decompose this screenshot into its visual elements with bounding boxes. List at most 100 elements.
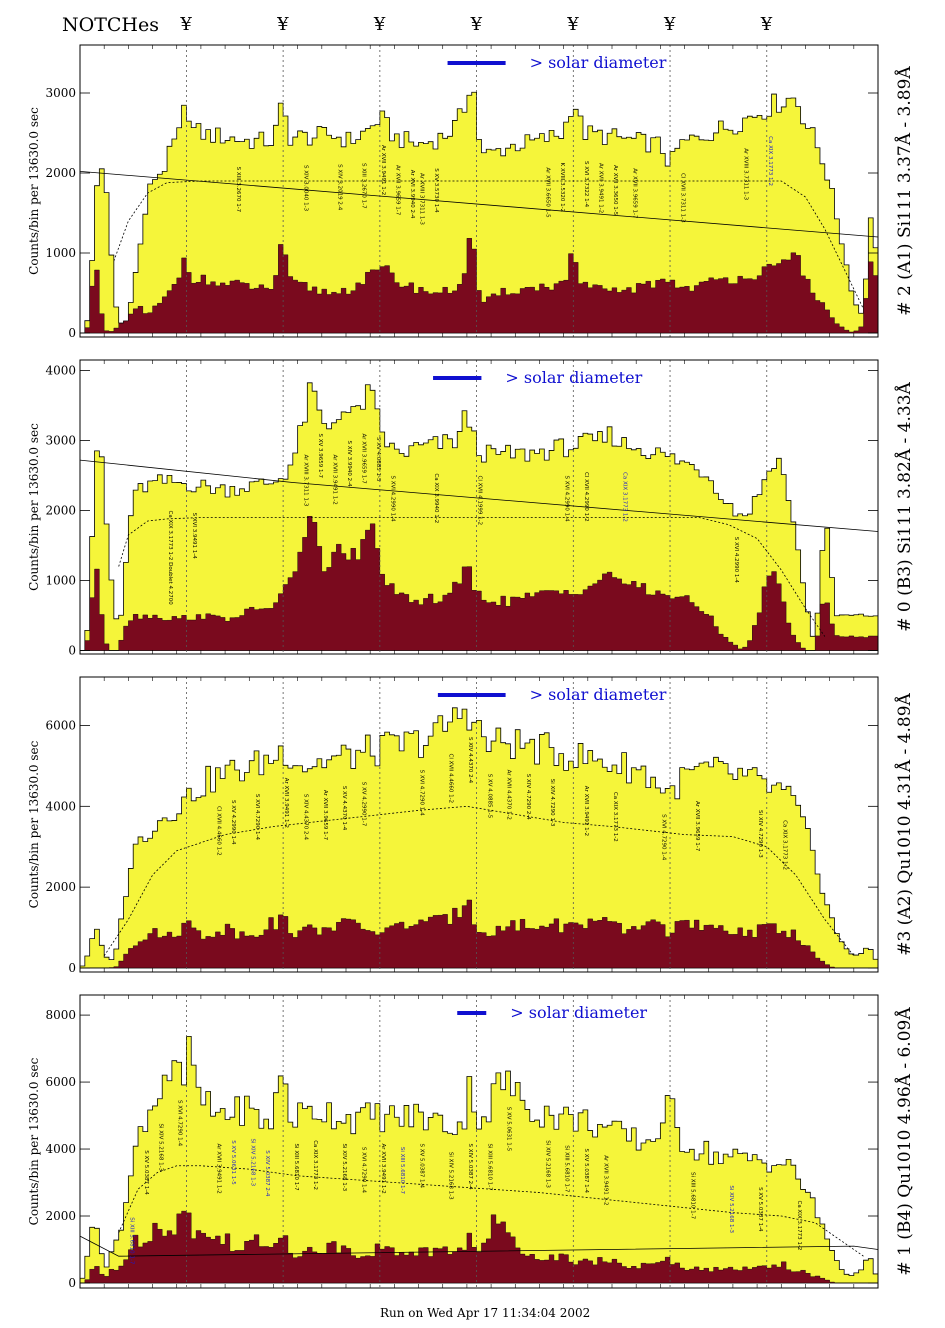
y-tick-label: 2000 <box>45 166 76 180</box>
continuum-line <box>79 1235 879 1257</box>
spectral-line-label: Cl XVII 4.2990 1-2 <box>583 472 589 522</box>
run-timestamp-footer: Run on Wed Apr 17 11:34:04 2002 <box>380 1306 591 1320</box>
continuum-line <box>79 459 879 532</box>
spectral-line-label: Ar XVII 3.9659 1-7 <box>694 801 700 852</box>
background-counts-histogram <box>80 1210 878 1284</box>
spectral-line-label: Si XIV 5.2168 1-3 <box>448 1152 454 1200</box>
spectral-line-label: K XVIII 3.5320 1-2 <box>559 163 565 212</box>
spectral-line-label: Ar XVII 3.6650 1-5 <box>544 167 550 218</box>
spectral-line-label: Ca XIX 3.1773 1-2 Doublet 4.2700 <box>167 511 173 606</box>
y-tick-label: 4000 <box>45 799 76 813</box>
spectral-line-label: Ar XVII 3.9491 1-2 <box>331 455 337 505</box>
solar-diameter-annotation: > solar diameter <box>530 685 667 704</box>
spectral-line-label: Ar XVIII 3.7311 1-3 <box>743 148 749 200</box>
notch-marker: ¥ <box>373 14 386 35</box>
panel-frame <box>79 44 879 338</box>
spectral-line-label: S XVI 4.2990 1-4 <box>564 476 570 523</box>
total-counts-histogram <box>79 707 879 969</box>
spectral-line-label: Ca XIX 3.1773 1-2 <box>796 1200 802 1250</box>
spectral-line-label: S XV 5.0631 1-5 <box>230 1140 236 1185</box>
spectral-line-label: S XV 4.2990 1-7 <box>361 782 367 827</box>
spectral-line-label: Ca XIX 3.1773 1-2 <box>622 472 628 522</box>
spectral-line-label: Ar XVII 3.9659 1-7 <box>394 165 400 216</box>
solar-diameter-annotation: > solar diameter <box>530 53 667 72</box>
spectral-line-label: S XV 4.4370 1-4 <box>341 786 347 831</box>
continuum-line <box>79 171 879 238</box>
detector-band-label: # 0 (B3) Si111 3.82Å - 4.33Å <box>894 381 915 631</box>
y-tick-label: 2000 <box>45 1209 76 1223</box>
spectral-line-label: Cl XVII 4.1999 1-2 <box>477 476 483 526</box>
y-tick-label: 8000 <box>45 1008 76 1022</box>
notch-marker: ¥ <box>180 14 192 35</box>
spectral-line-label: Ar XVII 3.9491 1-2 <box>602 1155 608 1205</box>
spectral-line-label: S XV 3.9659 1-7 <box>317 434 323 479</box>
spectral-line-label: S XV 5.0387 1-4 <box>419 1144 425 1189</box>
panel-frame <box>79 994 879 1289</box>
y-tick-label: 0 <box>68 644 76 658</box>
spectral-line-label: Si XIV 5.2168 1-3 <box>157 1123 163 1171</box>
y-tick-label: 6000 <box>45 718 76 732</box>
spectral-line-label: Si XIV 5.2168 1-3 <box>544 1140 550 1188</box>
detector-band-label: # 1 (B4) Qu1010 4.96Å - 6.09Å <box>894 1007 915 1276</box>
spectral-line-label: Si XIV 5.2168 1-3 <box>341 1144 347 1192</box>
spectral-line-label: S XIV 4.4370 2-4 <box>467 737 473 784</box>
spectral-line-label: Cl XVII 3.7311 1-3 <box>680 173 686 223</box>
spectral-line-label: Ar XVII 3.9659 1-7 <box>631 168 637 219</box>
spectral-line-label: S XVI 3.9491 1-4 <box>191 513 197 560</box>
spectral-line-label: Ar XVII 4.4370 1-2 <box>506 770 512 820</box>
model-curve <box>118 517 826 637</box>
notches-title: NOTCHes <box>62 14 159 36</box>
y-tick-label: 2000 <box>45 504 76 518</box>
spectral-line-label: Si XIII 5.6810 1-7 <box>293 1144 299 1192</box>
background-counts-histogram <box>80 238 879 334</box>
solar-diameter-annotation: > solar diameter <box>505 368 642 387</box>
spectral-line-label: Ar XVII 3.9491 1-2 <box>283 778 289 828</box>
spectral-line-label: S XIII 3.2670 1-7 <box>361 163 367 209</box>
y-tick-label: 0 <box>68 961 76 975</box>
spectral-line-label: S XV 3.5730 1-4 <box>433 168 439 213</box>
y-tick-label: 1000 <box>45 246 76 260</box>
spectrum-panel-3: Si XIII 5.6810 1-7 S XV 5.0387 1-4 Si XIV … <box>27 994 915 1290</box>
spectral-line-label: Ar XVII 3.9491 1-2 <box>597 163 603 213</box>
spectral-line-label: Ar XVIII 3.7311 1-3 <box>419 173 425 225</box>
spectral-line-label: S XV 5.0387 1-4 <box>583 1149 589 1194</box>
solar-diameter-annotation: > solar diameter <box>510 1003 647 1022</box>
spectral-line-label: Ca XIX 3.9940 1-2 <box>433 473 439 523</box>
y-axis-label: Counts/bin per 13630.0 sec <box>27 423 41 591</box>
spectral-line-label: Ar XVII 3.9659 1-7 <box>361 434 367 485</box>
model-curve <box>118 1165 864 1257</box>
spectral-line-label: S XIV 3.9940 2-4 <box>346 441 352 488</box>
model-curve <box>103 805 855 957</box>
spectral-line-label: S XIV 4.7290 2-4 <box>525 774 531 821</box>
spectral-line-label: Si XIII 5.6810 1-7 <box>564 1145 570 1193</box>
spectral-line-label: Si XIV 4.7290 1-3 <box>549 779 555 827</box>
y-axis-label: Counts/bin per 13630.0 sec <box>27 1057 41 1225</box>
spectral-line-label: Si XIV 5.2168 1-3 <box>249 1139 255 1187</box>
y-axis-label: Counts/bin per 13630.0 sec <box>27 740 41 908</box>
spectral-line-label: Ar XVII 3.9491 1-2 <box>380 1144 386 1194</box>
spectrum-panel-0: S XIII 3.2670 1-7 S XIV 3.0040 1-3 S XIV 3… <box>27 44 915 340</box>
panel-frame <box>79 676 879 973</box>
spectral-line-label: Ca XIX 3.1773 1-2 <box>312 1140 318 1190</box>
spectral-line-label: S XIV 5.0387 2-4 <box>264 1150 270 1197</box>
notch-marker: ¥ <box>567 14 579 35</box>
spectral-line-label: Ca XIX 3.1773 1-2 <box>781 820 787 870</box>
y-tick-label: 6000 <box>45 1075 76 1089</box>
spectral-line-label: S XIV 3.0040 1-3 <box>302 165 308 212</box>
y-tick-label: 2000 <box>45 880 76 894</box>
spectral-line-label: Si XIV 4.7290 1-3 <box>757 810 763 858</box>
spectral-line-label: Si XIII 5.6810 1-7 <box>399 1147 405 1195</box>
panel-frame <box>79 359 879 655</box>
spectral-line-label: S XVI 4.7290 1-4 <box>361 1147 367 1194</box>
spectral-line-label: Ar XVII 3.3650 1-5 <box>612 165 618 216</box>
y-tick-label: 1000 <box>45 574 76 588</box>
spectral-line-label: Cl XVII 4.4660 1-2 <box>448 753 454 803</box>
spectral-line-label: Ar XVI 3.9940 2-4 <box>409 170 415 219</box>
spectral-line-label: S XIII 3.2670 1-7 <box>235 167 241 213</box>
detector-band-label: #3 (A2) Qu1010 4.31Å - 4.89Å <box>894 692 915 955</box>
spectral-line-label: Ar XVII 3.9491 1-2 <box>215 1144 221 1194</box>
y-tick-label: 3000 <box>45 86 76 100</box>
notch-marker: ¥ <box>664 14 676 35</box>
detector-band-label: # 2 (A1) Si111 3.37Å - 3.89Å <box>894 66 915 316</box>
